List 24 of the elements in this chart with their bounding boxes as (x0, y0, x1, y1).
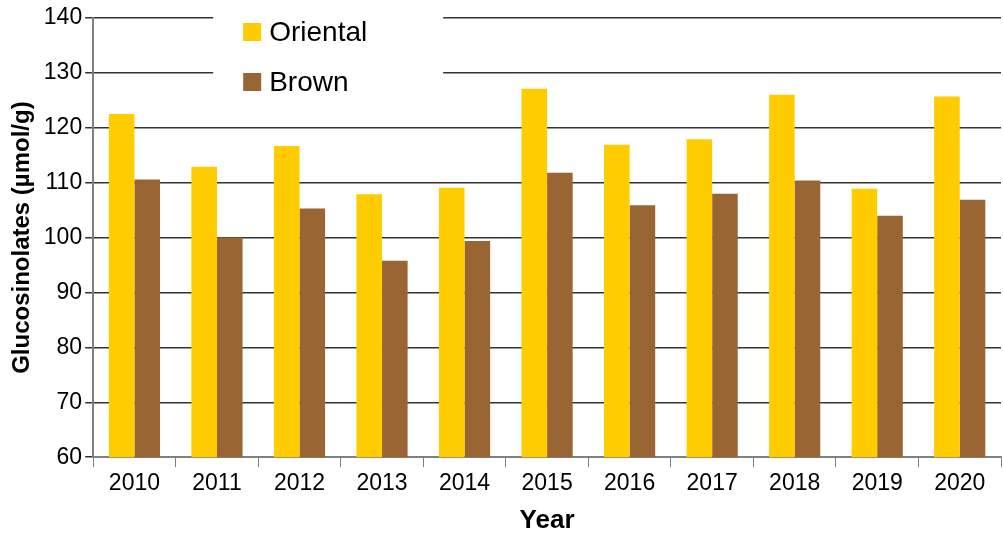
y-tick-label: 70 (56, 387, 83, 414)
x-tick-label: 2017 (686, 469, 738, 496)
x-tick-label: 2019 (851, 469, 903, 496)
y-tick-label: 60 (56, 442, 83, 469)
y-axis-title: Glucosinolates (µmol/g) (7, 101, 35, 374)
x-tick-label: 2012 (273, 469, 326, 496)
x-tick-label: 2014 (438, 469, 491, 496)
legend-label: Brown (269, 65, 349, 97)
x-axis-title: Year (519, 503, 575, 534)
x-tick-label: 2011 (192, 469, 242, 496)
x-tick-label: 2013 (356, 469, 408, 496)
x-tick-label: 2020 (934, 469, 986, 496)
y-tick-label: 90 (56, 277, 83, 304)
y-tick-label: 100 (43, 222, 83, 249)
y-tick-label: 120 (43, 113, 83, 140)
y-tick-label: 80 (56, 332, 83, 359)
y-tick-label: 110 (45, 168, 83, 195)
legend-label: Oriental (269, 15, 368, 47)
x-tick-label: 2015 (521, 469, 573, 496)
x-tick-label: 2018 (769, 469, 821, 496)
y-tick-label: 140 (43, 3, 83, 30)
x-tick-label: 2010 (108, 469, 161, 496)
x-tick-label: 2016 (604, 469, 656, 496)
y-tick-label: 130 (43, 58, 83, 85)
